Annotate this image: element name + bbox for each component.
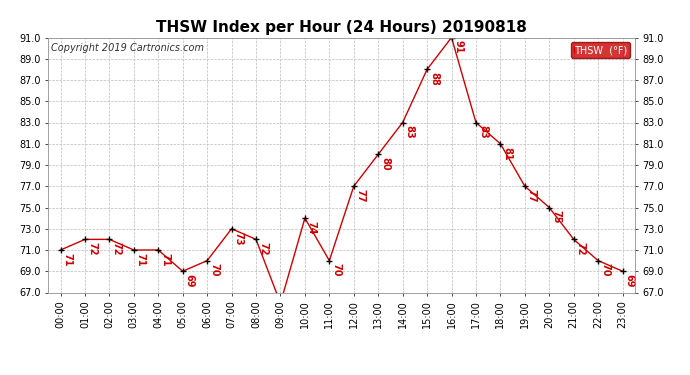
Title: THSW Index per Hour (24 Hours) 20190818: THSW Index per Hour (24 Hours) 20190818 <box>156 20 527 35</box>
Text: 71: 71 <box>136 253 146 266</box>
Text: 74: 74 <box>307 221 317 234</box>
Text: 77: 77 <box>526 189 537 202</box>
Text: 88: 88 <box>429 72 439 86</box>
Text: 72: 72 <box>258 242 268 256</box>
Text: 77: 77 <box>356 189 366 202</box>
Text: 70: 70 <box>331 263 342 277</box>
Text: 83: 83 <box>478 125 488 139</box>
Text: 73: 73 <box>233 231 244 245</box>
Text: 69: 69 <box>185 274 195 288</box>
Text: 91: 91 <box>453 40 464 54</box>
Text: 72: 72 <box>111 242 121 256</box>
Text: 71: 71 <box>63 253 72 266</box>
Text: 75: 75 <box>551 210 561 224</box>
Text: 70: 70 <box>209 263 219 277</box>
Text: 71: 71 <box>160 253 170 266</box>
Text: 72: 72 <box>87 242 97 256</box>
Text: 80: 80 <box>380 157 390 171</box>
Text: 66: 66 <box>0 374 1 375</box>
Text: 81: 81 <box>502 147 513 160</box>
Text: 70: 70 <box>600 263 610 277</box>
Legend: THSW  (°F): THSW (°F) <box>571 42 630 58</box>
Text: Copyright 2019 Cartronics.com: Copyright 2019 Cartronics.com <box>51 43 204 52</box>
Text: 69: 69 <box>624 274 635 288</box>
Text: 72: 72 <box>575 242 586 256</box>
Text: 83: 83 <box>404 125 415 139</box>
